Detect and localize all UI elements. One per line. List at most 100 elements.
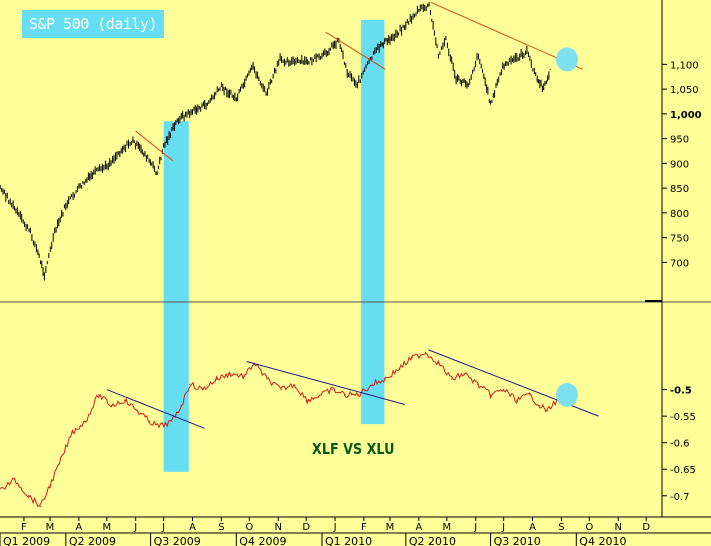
data-point (84, 420, 86, 422)
data-point (380, 44, 382, 46)
data-point (344, 394, 346, 396)
data-point (16, 212, 18, 214)
month-label: J (333, 522, 337, 533)
month-label: J (501, 522, 505, 533)
y-tick-label: 1,000 (670, 110, 702, 121)
data-point (37, 251, 39, 254)
data-point (437, 362, 439, 364)
data-point (163, 145, 165, 147)
y-tick-label: -0.5 (670, 386, 692, 397)
y-tick-label: 800 (670, 209, 689, 220)
y-tick-label: 750 (670, 234, 689, 245)
data-point (40, 505, 42, 507)
data-point (252, 66, 254, 68)
data-point (266, 378, 268, 380)
data-point (132, 140, 134, 142)
data-point (156, 172, 158, 174)
ratio-panel: -0.5 -0.55 -0.6 -0.65 -0.7 (0, 349, 696, 507)
data-point (371, 383, 373, 385)
month-label: O (585, 522, 593, 533)
month-label: D (302, 522, 310, 533)
data-point (331, 389, 333, 391)
data-point (503, 389, 505, 391)
data-point (320, 394, 322, 396)
quarter-label: Q1 2009 (3, 535, 50, 546)
y-tick-label: 1,100 (670, 60, 699, 71)
month-label: A (415, 522, 422, 533)
data-point (490, 103, 492, 105)
data-point (450, 378, 453, 380)
quarter-label: Q4 2010 (579, 535, 626, 546)
data-point (546, 410, 549, 412)
quarter-label: Q2 2009 (69, 535, 116, 546)
data-point (177, 118, 180, 120)
data-point (502, 66, 504, 68)
data-point (280, 389, 282, 391)
data-point (321, 56, 323, 58)
data-point (428, 5, 430, 7)
quarter-label: Q3 2009 (154, 535, 201, 546)
data-point (106, 165, 108, 167)
month-label: M (103, 522, 112, 533)
month-label: N (274, 522, 281, 533)
data-point (516, 399, 518, 401)
data-point (424, 351, 426, 353)
data-point (357, 394, 359, 396)
data-point (216, 378, 218, 380)
quarter-label: Q1 2010 (325, 535, 372, 546)
chart-frame (0, 0, 711, 518)
data-point (171, 420, 173, 422)
data-point (235, 98, 237, 100)
month-label: A (75, 522, 82, 533)
data-point (97, 394, 99, 396)
data-point (49, 484, 51, 486)
data-point (305, 61, 307, 63)
data-point (191, 110, 194, 112)
y-tick-label: 900 (670, 159, 689, 170)
data-point (445, 39, 447, 41)
data-point (180, 404, 182, 407)
quarter-label: Q2 2010 (409, 535, 456, 546)
data-point (279, 58, 281, 61)
data-point (43, 273, 46, 275)
data-point (384, 378, 386, 380)
y-tick-label: -0.65 (670, 465, 696, 476)
highlight-marker (555, 382, 578, 407)
data-point (526, 51, 528, 53)
month-label: S (218, 522, 224, 533)
trend-line (325, 31, 386, 70)
data-point (411, 357, 413, 359)
month-label: S (558, 522, 564, 533)
month-label: O (245, 522, 253, 533)
data-point (356, 83, 358, 85)
data-point (28, 495, 30, 497)
data-point (265, 93, 267, 95)
month-label: J (473, 522, 477, 533)
data-point (206, 103, 208, 105)
data-point (455, 78, 457, 80)
data-point (220, 86, 222, 88)
data-point (513, 58, 515, 61)
data-point (58, 463, 60, 465)
data-point (437, 53, 439, 56)
month-label: N (614, 522, 621, 533)
data-point (149, 420, 151, 422)
data-point (306, 399, 308, 401)
time-axis: F M A M J J A S O N D J F M A M J J A S O N D Q1 2009 Q2 2009 Q3 … (0, 517, 711, 546)
data-point (293, 383, 295, 385)
data-point (71, 431, 73, 433)
highlight-marker (555, 47, 578, 72)
data-point (230, 373, 232, 375)
data-point (292, 61, 294, 63)
month-label: M (443, 522, 452, 533)
data-point (536, 78, 538, 80)
y-tick-label: 700 (670, 258, 689, 269)
data-point (189, 383, 191, 385)
y-tick-label: 850 (670, 184, 689, 195)
month-label: M (386, 522, 395, 533)
month-label: J (133, 522, 137, 533)
data-point (463, 373, 466, 375)
data-point (78, 187, 80, 189)
